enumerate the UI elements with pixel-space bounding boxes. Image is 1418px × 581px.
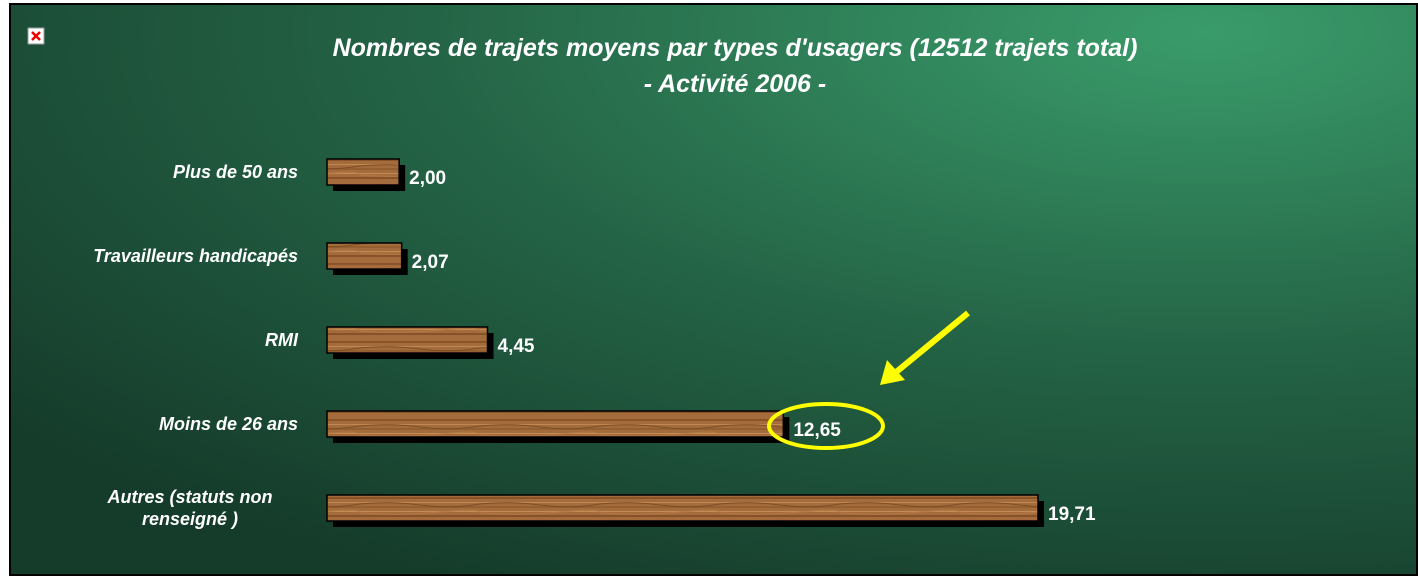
category-label: Moins de 26 ans	[159, 414, 298, 434]
bar	[326, 158, 400, 186]
broken-image-icon	[27, 27, 45, 45]
value-label: 2,00	[409, 168, 446, 189]
bar	[326, 494, 1039, 522]
category-label: RMI	[265, 330, 299, 350]
bar	[326, 410, 785, 438]
value-label: 19,71	[1048, 504, 1096, 525]
bar	[326, 242, 403, 270]
plot-background	[9, 3, 1418, 576]
chart-title: Nombres de trajets moyens par types d'us…	[333, 34, 1138, 62]
value-label: 2,07	[412, 252, 449, 273]
value-label: 12,65	[793, 420, 841, 441]
bars: Plus de 50 ans 2,00 Travailleurs handicapé…	[93, 158, 1096, 529]
chart-subtitle: - Activité 2006 -	[644, 70, 826, 98]
category-label: Travailleurs handicapés	[93, 246, 298, 266]
category-label: Plus de 50 ans	[173, 162, 298, 182]
value-label: 4,45	[498, 336, 535, 357]
annotation	[767, 310, 970, 450]
category-label: Autres (statuts non renseigné )	[106, 487, 272, 529]
bar	[326, 326, 489, 354]
